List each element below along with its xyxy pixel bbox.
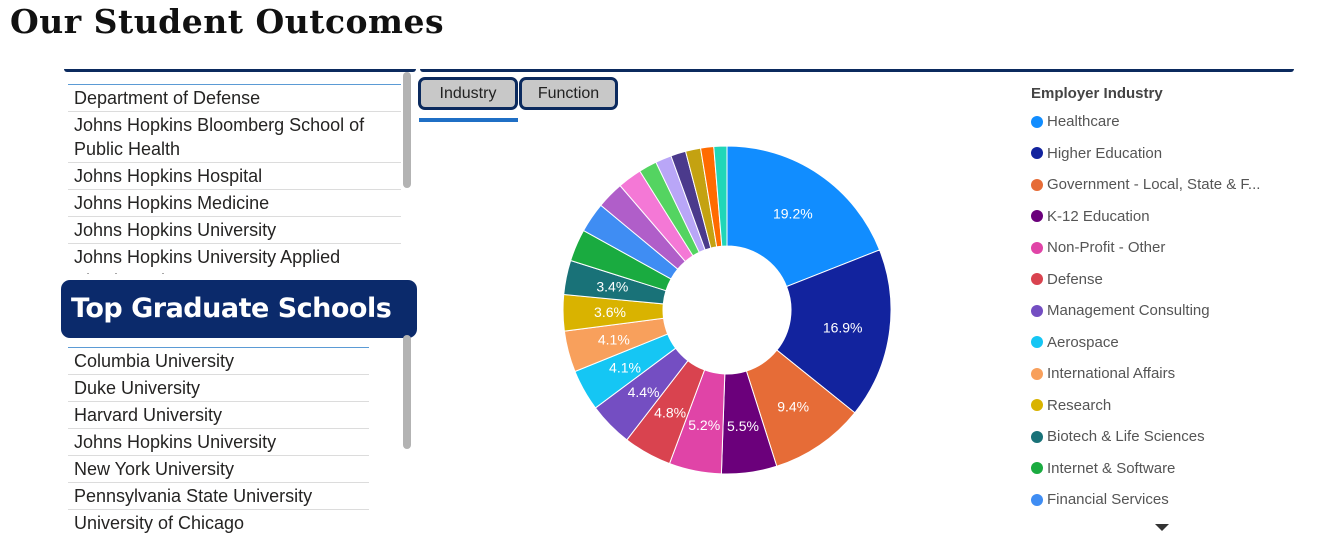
section-divider (64, 69, 416, 72)
legend-label: Management Consulting (1047, 302, 1210, 320)
list-item[interactable]: Duke University (68, 375, 369, 402)
legend-color-dot (1031, 273, 1043, 286)
legend-item[interactable]: Defense (1031, 264, 1291, 296)
legend-item[interactable]: Higher Education (1031, 138, 1291, 170)
slice-data-label: 3.6% (594, 304, 626, 320)
legend-color-dot (1031, 147, 1043, 160)
donut-slice[interactable] (776, 249, 892, 414)
legend-scroll-down-icon[interactable] (1155, 524, 1169, 531)
graduate-schools-scrollbar[interactable] (403, 335, 411, 449)
legend-color-dot (1031, 367, 1043, 380)
legend-label: Financial Services (1047, 491, 1169, 509)
slice-data-label: 5.5% (727, 418, 759, 434)
active-tab-indicator (419, 118, 518, 122)
slice-data-label: 4.4% (628, 384, 660, 400)
slice-data-label: 4.1% (609, 359, 641, 375)
list-item[interactable]: Johns Hopkins University (68, 217, 401, 244)
list-item[interactable]: University of Chicago (68, 510, 369, 533)
legend-label: International Affairs (1047, 365, 1176, 383)
donut-slice[interactable] (713, 145, 728, 247)
list-item[interactable]: Johns Hopkins Hospital (68, 163, 401, 190)
list-item[interactable]: Department of Defense (68, 85, 401, 112)
legend-label: Higher Education (1047, 144, 1163, 162)
legend-color-dot (1031, 493, 1043, 506)
legend-item[interactable]: Financial Services (1031, 484, 1291, 516)
slice-data-label: 16.9% (823, 320, 863, 336)
list-item[interactable]: New York University (68, 456, 369, 483)
legend-color-dot (1031, 304, 1043, 317)
legend-item[interactable]: K-12 Education (1031, 201, 1291, 233)
legend-color-dot (1031, 115, 1043, 128)
legend-label: K-12 Education (1047, 207, 1150, 225)
list-item[interactable]: Johns Hopkins Bloomberg School of Public… (68, 112, 401, 163)
slice-data-label: 4.1% (598, 332, 630, 348)
legend-label: Healthcare (1047, 113, 1120, 131)
legend-item[interactable]: Healthcare (1031, 106, 1291, 138)
legend-color-dot (1031, 178, 1043, 191)
legend-item[interactable]: International Affairs (1031, 358, 1291, 390)
legend-item[interactable]: Non-Profit - Other (1031, 232, 1291, 264)
slice-data-label: 19.2% (773, 205, 813, 221)
legend-label: Non-Profit - Other (1047, 239, 1166, 257)
legend-title: Employer Industry (1031, 85, 1163, 102)
legend-color-dot (1031, 210, 1043, 223)
list-item[interactable]: Harvard University (68, 402, 369, 429)
top-employers-list[interactable]: Department of Defense Johns Hopkins Bloo… (68, 84, 401, 274)
legend-item[interactable]: Government - Local, State & F... (1031, 169, 1291, 201)
legend-label: Research (1047, 396, 1112, 414)
legend-label: Government - Local, State & F... (1047, 176, 1261, 194)
legend-item[interactable]: Research (1031, 390, 1291, 422)
legend-color-dot (1031, 336, 1043, 349)
legend-color-dot (1031, 462, 1043, 475)
slice-data-label: 9.4% (777, 399, 809, 415)
industry-donut-chart: 19.2% 16.9% 9.4% 5.5% 5.2%4.8% 4.4% 4.1% 4.1% 3.… (562, 145, 892, 475)
legend-label: Aerospace (1047, 333, 1119, 351)
graduate-schools-list[interactable]: Columbia University Duke University Harv… (68, 347, 369, 533)
list-item[interactable]: Johns Hopkins Medicine (68, 190, 401, 217)
legend-item[interactable]: Aerospace (1031, 327, 1291, 359)
legend-color-dot (1031, 241, 1043, 254)
tab-industry[interactable]: Industry (418, 77, 518, 110)
list-item[interactable]: Johns Hopkins University (68, 429, 369, 456)
legend-label: Internet & Software (1047, 459, 1176, 477)
section-divider (420, 69, 1294, 72)
employers-scrollbar[interactable] (403, 72, 411, 188)
tab-function[interactable]: Function (519, 77, 618, 110)
legend-color-dot (1031, 430, 1043, 443)
chart-legend: Employer Industry Healthcare Higher Educa… (1031, 84, 1291, 516)
legend-item[interactable]: Biotech & Life Sciences (1031, 421, 1291, 453)
legend-label: Defense (1047, 270, 1103, 288)
legend-item[interactable]: Management Consulting (1031, 295, 1291, 327)
graduate-schools-header: Top Graduate Schools (61, 280, 417, 338)
list-item[interactable]: Pennsylvania State University (68, 483, 369, 510)
list-item[interactable]: Columbia University (68, 348, 369, 375)
slice-data-label: 3.4% (596, 279, 628, 295)
legend-color-dot (1031, 399, 1043, 412)
legend-item[interactable]: Internet & Software (1031, 453, 1291, 485)
slice-data-label: 4.8% (654, 404, 686, 420)
list-item[interactable]: Johns Hopkins University Applied Physics… (68, 244, 401, 274)
legend-label: Biotech & Life Sciences (1047, 428, 1205, 446)
donut-slice[interactable] (726, 145, 881, 288)
page-title: Our Student Outcomes (10, 2, 445, 41)
slice-data-label: 5.2% (688, 417, 720, 433)
